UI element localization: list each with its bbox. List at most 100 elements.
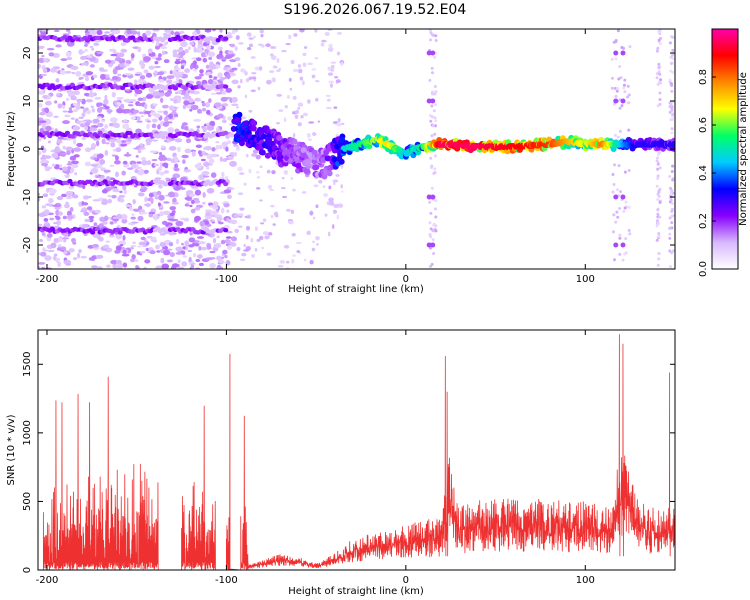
noise-speck [213,102,222,108]
noise-speck [127,67,135,71]
noise-speck [201,107,207,112]
noise-column-speck [428,200,432,204]
noise-speck [166,157,172,161]
noise-speck [221,119,227,124]
noise-speck [49,68,57,73]
noise-speck [220,239,226,245]
noise-speck [328,43,333,48]
noise-speck [169,252,175,258]
noise-speck [38,193,41,196]
noise-speck [181,154,189,159]
harmonic-dot [613,50,619,56]
noise-speck [62,145,66,150]
noise-speck [226,245,233,250]
noise-speck [173,71,180,77]
noise-speck [103,215,109,221]
noise-speck [62,104,66,110]
bottom-ylabel: SNR (10 * v/v) [6,414,17,485]
noise-column-speck [659,78,663,82]
top-ytick-label: 10 [22,95,33,108]
signal-ridge [242,120,249,127]
noise-speck [65,97,70,101]
noise-speck [43,249,49,252]
noise-speck [55,44,62,48]
noise-speck [323,192,328,198]
noise-column-speck [619,76,623,80]
noise-column-speck [656,167,660,171]
noise-speck [137,149,142,154]
noise-speck [229,132,235,138]
noise-speck [217,113,224,119]
noise-speck [217,260,225,264]
noise-column-speck [656,153,660,157]
noise-speck [146,123,150,130]
harmonic-dot [430,50,436,56]
noise-speck [230,236,237,242]
noise-speck [341,190,344,193]
noise-speck [67,110,74,113]
noise-speck [169,137,176,141]
noise-column-speck [615,188,619,192]
noise-speck [311,74,316,79]
noise-speck [207,51,216,57]
noise-column-speck [430,71,434,75]
noise-speck [336,214,340,220]
noise-speck [42,193,49,198]
noise-speck [169,212,176,217]
noise-speck [141,160,148,166]
noise-speck [71,194,79,199]
noise-speck [92,199,100,202]
noise-speck [76,142,84,148]
noise-speck [78,249,82,253]
noise-column-speck [434,119,438,123]
noise-speck [91,108,95,113]
noise-column-speck [623,252,627,256]
noise-speck [41,205,47,209]
noise-speck [96,51,104,55]
noise-speck [93,40,102,43]
noise-speck [96,29,103,36]
noise-speck [48,188,57,194]
noise-speck [222,249,228,255]
noise-speck [53,253,58,257]
noise-speck [112,189,120,193]
signal-ridge [258,149,265,156]
noise-speck [297,107,301,110]
noise-speck [328,185,332,190]
noise-column-speck [656,208,660,212]
noise-speck [127,167,134,170]
noise-speck [132,241,136,245]
noise-speck [299,29,305,33]
noise-column-speck [613,258,617,262]
noise-speck [114,57,123,62]
noise-column-speck [657,232,661,236]
noise-speck [198,73,204,77]
noise-speck [255,171,260,174]
noise-speck [302,52,307,56]
noise-speck [72,126,78,131]
noise-speck [72,102,78,107]
noise-speck [94,96,102,100]
noise-speck [226,230,233,234]
noise-speck [60,152,68,155]
noise-speck [309,259,314,265]
noise-column-speck [670,170,674,174]
noise-speck [190,199,195,205]
noise-speck [154,45,161,50]
noise-speck [184,68,190,74]
noise-speck [129,206,133,211]
noise-speck [72,109,79,113]
colorbar-tick-label: 0.0 [698,261,709,277]
noise-column-speck [656,177,660,181]
noise-column-speck [669,191,673,195]
noise-speck [134,168,139,174]
noise-speck [88,215,95,219]
noise-speck [129,98,137,102]
noise-column-speck [434,103,438,107]
noise-speck [118,240,126,246]
noise-speck [163,201,170,204]
noise-speck [74,90,78,93]
noise-speck [314,57,319,60]
noise-speck [90,105,94,109]
noise-speck [198,262,204,267]
